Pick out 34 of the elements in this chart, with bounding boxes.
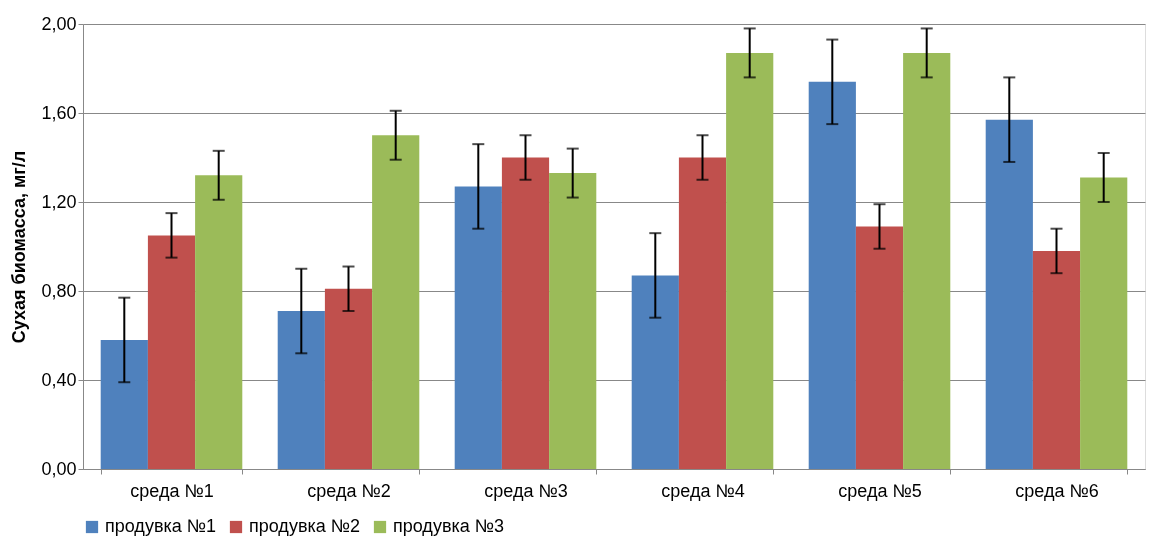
bar	[985, 119, 1033, 469]
bar	[726, 52, 774, 469]
y-tick-label: 1,60	[41, 102, 77, 123]
bar	[195, 175, 243, 469]
y-tick-label: 2,00	[41, 13, 77, 34]
bar	[324, 288, 373, 469]
bar	[454, 186, 502, 469]
y-tick-label: 0,00	[41, 458, 77, 479]
bar	[372, 135, 420, 469]
bar	[277, 311, 325, 469]
x-tick-label: среда №4	[661, 480, 745, 501]
legend-label: продувка №1	[105, 516, 217, 536]
legend-label: продувка №2	[249, 516, 361, 536]
y-tick-label: 0,80	[41, 280, 77, 301]
x-tick-label: среда №5	[838, 480, 922, 501]
bar	[631, 275, 679, 469]
bar	[808, 81, 856, 469]
bar	[100, 339, 148, 469]
x-tick-label: среда №2	[307, 480, 391, 501]
x-tick-label: среда №1	[130, 480, 214, 501]
y-tick-label: 0,40	[41, 369, 77, 390]
bar	[855, 226, 904, 469]
bar	[501, 157, 550, 469]
legend-label: продувка №3	[393, 516, 505, 536]
bar	[903, 52, 951, 469]
x-tick-label: среда №6	[1015, 480, 1099, 501]
bar	[1080, 177, 1128, 469]
x-tick-label: среда №3	[484, 480, 568, 501]
y-tick-label: 1,20	[41, 191, 77, 212]
y-axis-title: Сухая биомасса, мг/л	[9, 150, 30, 344]
bar	[678, 157, 727, 469]
bar	[549, 173, 597, 469]
bar	[1032, 250, 1081, 469]
bar	[147, 235, 196, 469]
